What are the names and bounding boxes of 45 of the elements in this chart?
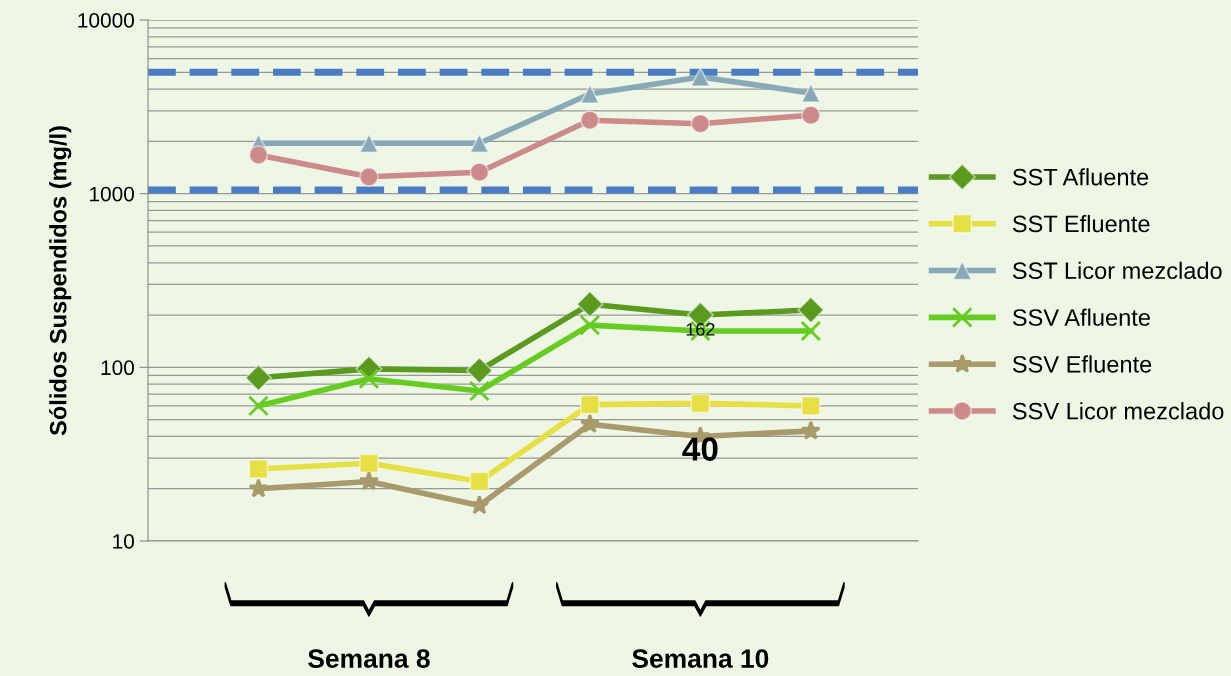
point [248, 395, 269, 417]
legend-label: SSV Afluente [1012, 308, 1150, 326]
point [465, 356, 494, 385]
point [576, 290, 604, 318]
point [469, 133, 490, 154]
point [469, 380, 490, 402]
y-tick-label: 1000 [90, 186, 134, 202]
y-tick-label: 100 [101, 360, 134, 376]
point [800, 83, 821, 103]
text: Semana 8 [308, 649, 430, 668]
point [800, 420, 821, 440]
point [469, 495, 490, 515]
point [248, 145, 269, 165]
point [248, 459, 269, 479]
legend-label: SST Licor mezclado [1012, 261, 1222, 280]
legend-label: SST Efluente [1012, 214, 1150, 233]
legend-label: SSV Efluente [1012, 355, 1152, 373]
data-label: 40 [682, 437, 718, 461]
point [359, 133, 379, 154]
point [248, 478, 269, 498]
point [358, 471, 379, 491]
point [579, 314, 601, 336]
point [800, 320, 822, 342]
point [690, 113, 711, 134]
text: Semana 10 [632, 649, 769, 668]
y-axis-title: Sólidos Suspendidos (mg/l) [49, 126, 72, 436]
y-tick-label: 10 [113, 534, 134, 549]
point [580, 394, 600, 415]
point [359, 166, 379, 187]
point [244, 364, 273, 392]
point [580, 110, 600, 131]
point [797, 296, 825, 324]
point [690, 67, 711, 87]
y-tick-label: 10000 [78, 13, 134, 28]
point [359, 453, 379, 474]
point [580, 84, 600, 104]
point [469, 471, 490, 492]
point [358, 368, 380, 390]
legend-label: SSV Licor mezclado [1012, 402, 1224, 420]
point [579, 413, 600, 433]
point [800, 105, 821, 126]
point [800, 395, 821, 416]
point [690, 393, 711, 414]
legend-label: SST Afluente [1012, 168, 1149, 186]
point [469, 162, 490, 183]
